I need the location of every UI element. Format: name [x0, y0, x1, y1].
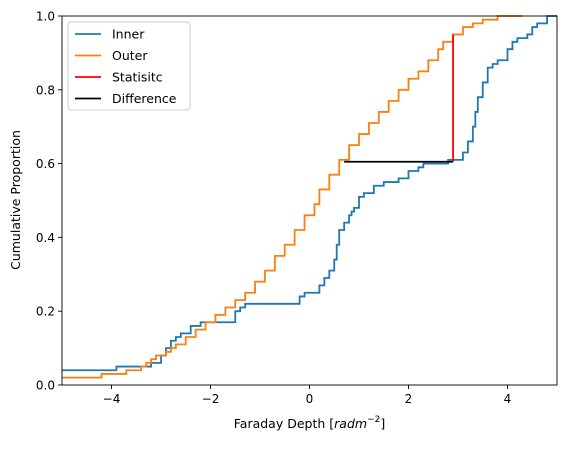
series-line-outer: [62, 15, 523, 379]
y-axis: 0.0 0.2 0.4 0.6 0.8 1.0: [36, 10, 62, 393]
y-tick-label: 0.4: [36, 231, 55, 245]
y-tick-label: 0.8: [36, 83, 55, 97]
x-tick-label: 2: [405, 392, 413, 406]
x-tick-label: −4: [103, 392, 121, 406]
series-line-inner: [62, 15, 557, 372]
x-tick-label: 4: [504, 392, 512, 406]
y-tick-label: 1.0: [36, 10, 55, 24]
legend-label-inner: Inner: [112, 27, 145, 42]
legend: Inner Outer Statisitc Difference: [67, 21, 191, 111]
x-axis-label: Faraday Depth [radm−2]: [234, 415, 385, 431]
x-tick-label: −2: [202, 392, 220, 406]
x-axis: −4 −2 0 2 4: [103, 385, 512, 406]
y-tick-label: 0.2: [36, 305, 55, 319]
x-tick-label: 0: [306, 392, 314, 406]
legend-label-difference: Difference: [112, 91, 177, 106]
y-axis-label: Cumulative Proportion: [8, 130, 23, 270]
series-layer: [62, 15, 557, 379]
legend-label-statisitc: Statisitc: [112, 70, 163, 85]
legend-label-outer: Outer: [112, 48, 148, 63]
y-tick-label: 0.6: [36, 157, 55, 171]
y-tick-label: 0.0: [36, 379, 55, 393]
legend-frame: [67, 21, 191, 111]
